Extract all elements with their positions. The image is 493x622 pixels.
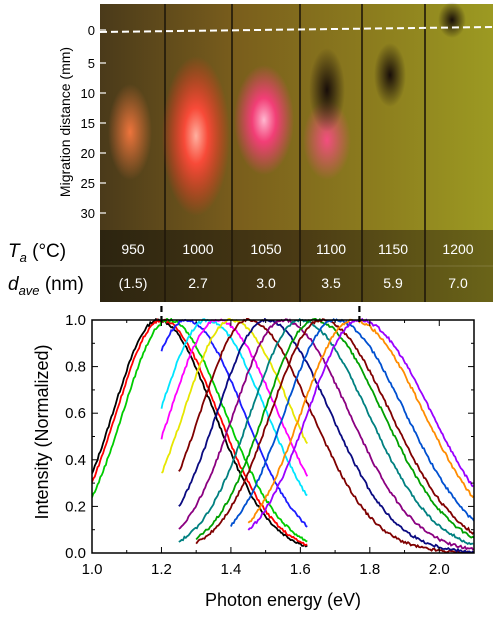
gel-photo: 0 5 10 15 20 25 30 Migration distance (m…	[8, 2, 493, 302]
dark-band-lane-1100	[309, 48, 345, 132]
spectrum-series-line	[178, 318, 474, 553]
spectrum-series-line	[230, 318, 474, 527]
emission-spots	[108, 2, 466, 216]
dave-row-label: dave (nm)	[8, 274, 84, 298]
x-tick-label: 1.2	[151, 561, 172, 578]
y-tick-label: 5	[88, 56, 95, 71]
y-tick-label: 1.0	[65, 312, 86, 329]
y-tick-label: 25	[81, 176, 95, 191]
axis-ticks	[91, 319, 475, 554]
gel-background	[100, 4, 493, 230]
gel-photo-panel: 0 5 10 15 20 25 30 Migration distance (m…	[0, 0, 493, 302]
spectrum-series-line	[160, 318, 309, 474]
series-layer	[92, 318, 474, 553]
y-axis-ticks	[100, 29, 106, 214]
x-tick-label: 1.4	[220, 561, 241, 578]
spectrum-series-line	[195, 318, 474, 545]
x-axis-label: Photon energy (eV)	[205, 590, 361, 610]
dave-value: 3.0	[256, 275, 276, 291]
x-tick-label: 1.6	[290, 561, 311, 578]
spectrum-series-line	[92, 318, 308, 543]
pl-spectra-chart: 1.0 1.2 1.4 1.6 1.8 2.0 0.0 0.2 0.4 0.6 0.8 1.0 Ph…	[0, 302, 493, 617]
dave-value: 7.0	[448, 275, 468, 291]
spectrum-series-line	[160, 318, 308, 497]
y-tick-label: 0.8	[65, 359, 86, 376]
spectrum-series-line	[195, 318, 474, 541]
x-tick-labels: 1.0 1.2 1.4 1.6 1.8 2.0	[82, 561, 450, 578]
spectrum-series-line	[92, 318, 308, 548]
ta-value: 950	[121, 241, 145, 257]
ta-value: 1100	[316, 241, 346, 257]
pl-spectra-plot: 1.0 1.2 1.4 1.6 1.8 2.0 0.0 0.2 0.4 0.6 0.8 1.0 Ph…	[32, 306, 475, 610]
y-tick-label: 30	[81, 206, 95, 221]
spectrum-series-line	[160, 318, 308, 528]
y-tick-label: 0.0	[65, 545, 86, 562]
y-axis-label: Intensity (Normalized)	[32, 344, 52, 519]
ta-value: 1000	[182, 241, 213, 257]
y-tick-labels: 0.0 0.2 0.4 0.6 0.8 1.0	[65, 312, 86, 562]
spectrum-series-line	[178, 318, 474, 553]
dave-value: 5.9	[383, 275, 403, 291]
spot-lane-950	[108, 84, 152, 180]
y-tick-label: 0	[88, 23, 95, 38]
dave-value: (1.5)	[119, 275, 148, 291]
dave-value: 2.7	[188, 275, 208, 291]
spectrum-series-line	[178, 318, 474, 546]
dave-value: 3.5	[321, 275, 341, 291]
y-tick-label: 0.4	[65, 452, 86, 469]
ta-value: 1050	[250, 241, 281, 257]
spot-lane-1000	[162, 56, 230, 216]
ta-value: 1200	[442, 241, 473, 257]
x-tick-label: 1.0	[82, 561, 103, 578]
y-tick-label: 15	[81, 116, 95, 131]
y-axis-label: Migration distance (mm)	[57, 47, 73, 197]
y-tick-label: 20	[81, 146, 95, 161]
ta-value: 1150	[378, 241, 408, 257]
y-tick-label: 10	[81, 86, 95, 101]
dark-band-lane-1150	[374, 43, 406, 107]
ta-row-label: Ta (°C)	[8, 241, 66, 265]
dark-band-lane-1200	[438, 2, 466, 38]
y-tick-label: 0.2	[65, 498, 86, 515]
x-tick-label: 1.8	[359, 561, 380, 578]
x-tick-label: 2.0	[429, 561, 450, 578]
y-tick-label: 0.6	[65, 405, 86, 422]
spot-lane-1050	[234, 65, 294, 175]
